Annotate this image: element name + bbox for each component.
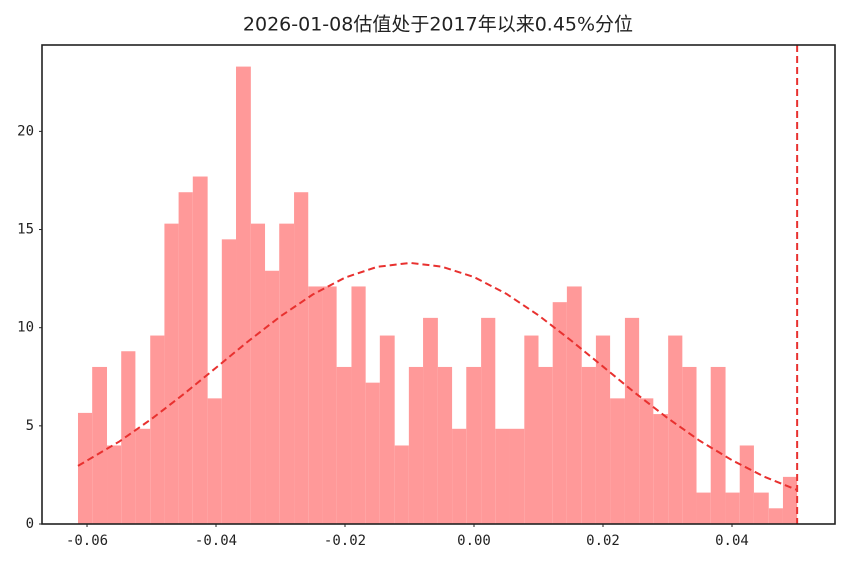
bar [725, 492, 740, 524]
bar [207, 398, 222, 524]
bar [466, 366, 482, 524]
bar [408, 366, 424, 524]
bar [581, 366, 596, 524]
bar [135, 428, 151, 524]
bar [668, 335, 683, 524]
bar [566, 286, 582, 524]
bar [452, 428, 467, 524]
bar [696, 492, 711, 524]
bar [782, 476, 798, 524]
bar [639, 398, 654, 524]
bar [351, 286, 366, 524]
bar [107, 445, 122, 524]
bar [524, 335, 539, 524]
bar [682, 366, 697, 524]
bar [768, 508, 783, 524]
x-tick-label: -0.04 [195, 533, 237, 549]
bar [481, 317, 496, 524]
bar [595, 335, 611, 524]
bar [77, 412, 93, 524]
bar [495, 428, 510, 524]
bar [279, 223, 295, 525]
bar [192, 176, 208, 524]
bar [250, 223, 266, 525]
plot-frame [41, 44, 836, 525]
x-tick-label: 0.04 [715, 533, 749, 549]
bar [379, 335, 395, 524]
x-tick-label: -0.06 [66, 533, 108, 549]
bar [294, 192, 309, 524]
bar [322, 286, 337, 524]
bar [164, 223, 179, 525]
x-tick-label: -0.02 [324, 533, 366, 549]
y-tick-label: 20 [17, 123, 34, 139]
bar [739, 445, 754, 524]
bar [753, 492, 769, 524]
fit-curve [77, 261, 798, 491]
bar [178, 192, 193, 524]
bar [710, 366, 726, 524]
bar [92, 366, 108, 524]
bar [538, 366, 553, 524]
bar [552, 302, 567, 524]
bar [121, 351, 136, 524]
bar [437, 366, 453, 524]
bar [236, 66, 251, 524]
bar [610, 398, 625, 524]
y-tick-label: 5 [26, 418, 34, 434]
bar [423, 317, 438, 524]
y-tick-label: 15 [17, 222, 34, 238]
x-tick-label: 0.02 [586, 533, 620, 549]
bar [308, 286, 323, 524]
chart-title: 2026-01-08估值处于2017年以来0.45%分位 [243, 14, 633, 36]
x-tick-label: 0.00 [457, 533, 491, 549]
bar [653, 414, 669, 524]
bar [221, 239, 237, 524]
bar [265, 270, 280, 524]
bar [365, 382, 380, 524]
bar [336, 366, 352, 524]
y-tick-label: 0 [26, 516, 34, 532]
bar [509, 428, 525, 524]
bar [150, 335, 165, 524]
bar [394, 445, 409, 524]
y-tick-label: 10 [17, 320, 34, 336]
bar [624, 317, 640, 524]
